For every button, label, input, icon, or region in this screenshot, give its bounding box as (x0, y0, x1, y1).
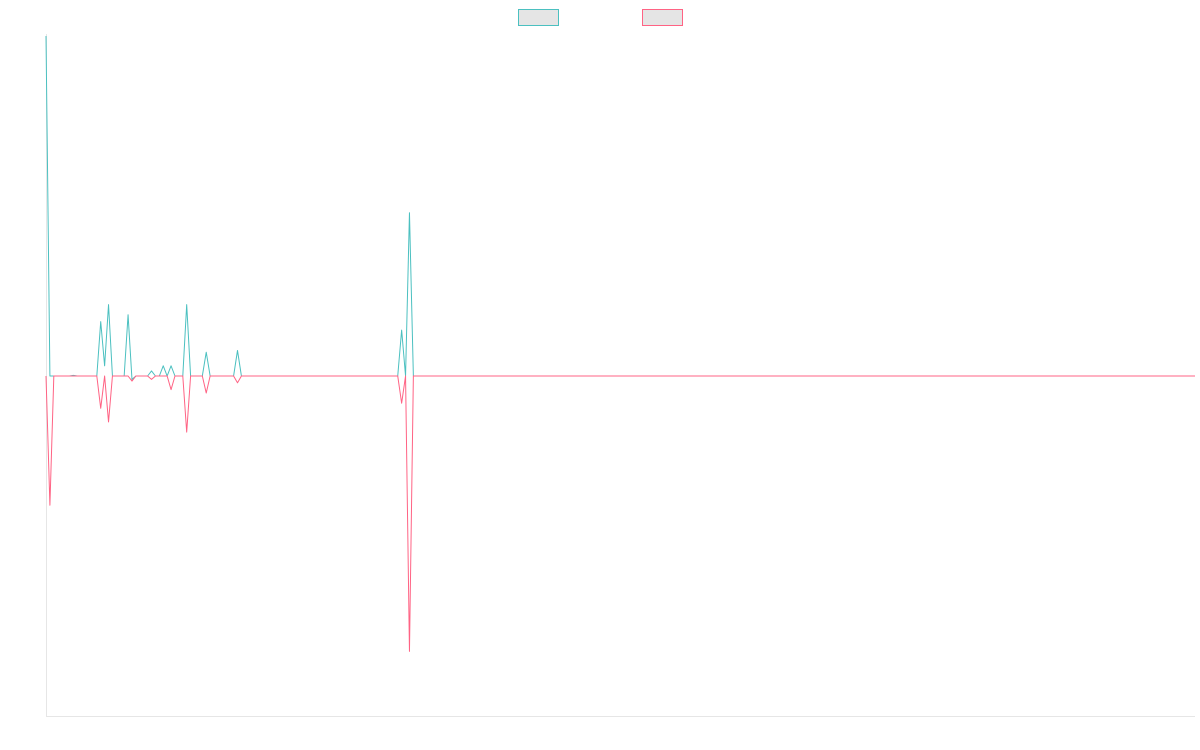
plot-area (45, 34, 1195, 717)
legend (518, 9, 683, 26)
series-2-line (45, 375, 1195, 652)
legend-swatch-series-2[interactable] (642, 9, 683, 26)
legend-swatch-series-1[interactable] (518, 9, 559, 26)
series-1-line (45, 35, 1195, 380)
